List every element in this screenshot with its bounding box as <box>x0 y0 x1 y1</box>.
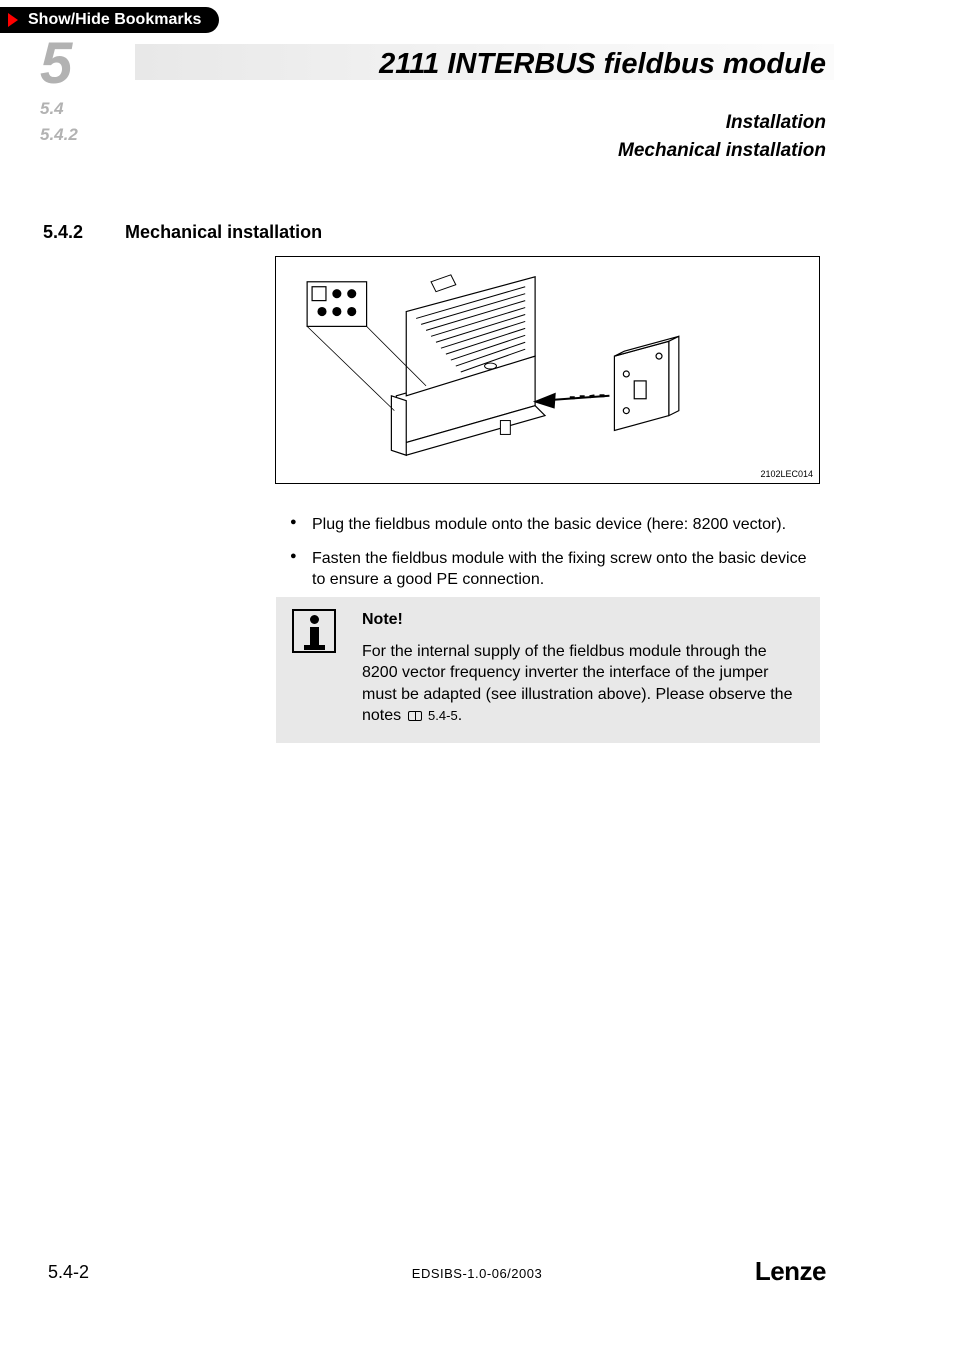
section-heading: 5.4.2 Mechanical installation <box>43 222 322 243</box>
section-title: Mechanical installation <box>125 222 322 243</box>
page-footer: 5.4-2 EDSIBS-1.0-06/2003 Lenze <box>0 1253 954 1283</box>
subsection-1: 5.4 <box>40 99 110 119</box>
bookmarks-toggle-label: Show/Hide Bookmarks <box>28 11 201 29</box>
list-item: Plug the fieldbus module onto the basic … <box>290 514 824 536</box>
page-number: 5.4-2 <box>48 1262 89 1283</box>
diagram-svg <box>276 257 819 483</box>
figure-reference: 2102LEC014 <box>760 469 813 479</box>
header-subtitle-1: Installation <box>726 112 826 134</box>
triangle-icon <box>8 13 18 27</box>
note-box: Note! For the internal supply of the fie… <box>276 597 820 743</box>
side-chapter-numbers: 5 5.4 5.4.2 <box>40 35 110 145</box>
chapter-number: 5 <box>40 35 110 93</box>
installation-diagram: 2102LEC014 <box>275 256 820 484</box>
note-body: For the internal supply of the fieldbus … <box>362 641 804 727</box>
document-code: EDSIBS-1.0-06/2003 <box>412 1266 542 1281</box>
note-title: Note! <box>362 609 804 631</box>
section-number: 5.4.2 <box>43 222 83 243</box>
brand-logo: Lenze <box>755 1256 826 1287</box>
document-title: 2111 INTERBUS fieldbus module <box>379 48 826 81</box>
header-subtitle-2: Mechanical installation <box>618 140 826 162</box>
note-content: Note! For the internal supply of the fie… <box>362 609 804 727</box>
subsection-2: 5.4.2 <box>40 125 110 145</box>
instruction-list: Plug the fieldbus module onto the basic … <box>290 514 824 603</box>
bookmarks-toggle-button[interactable]: Show/Hide Bookmarks <box>0 7 219 33</box>
info-icon <box>292 609 336 653</box>
list-item: Fasten the fieldbus module with the fixi… <box>290 548 824 591</box>
book-icon <box>408 711 422 721</box>
